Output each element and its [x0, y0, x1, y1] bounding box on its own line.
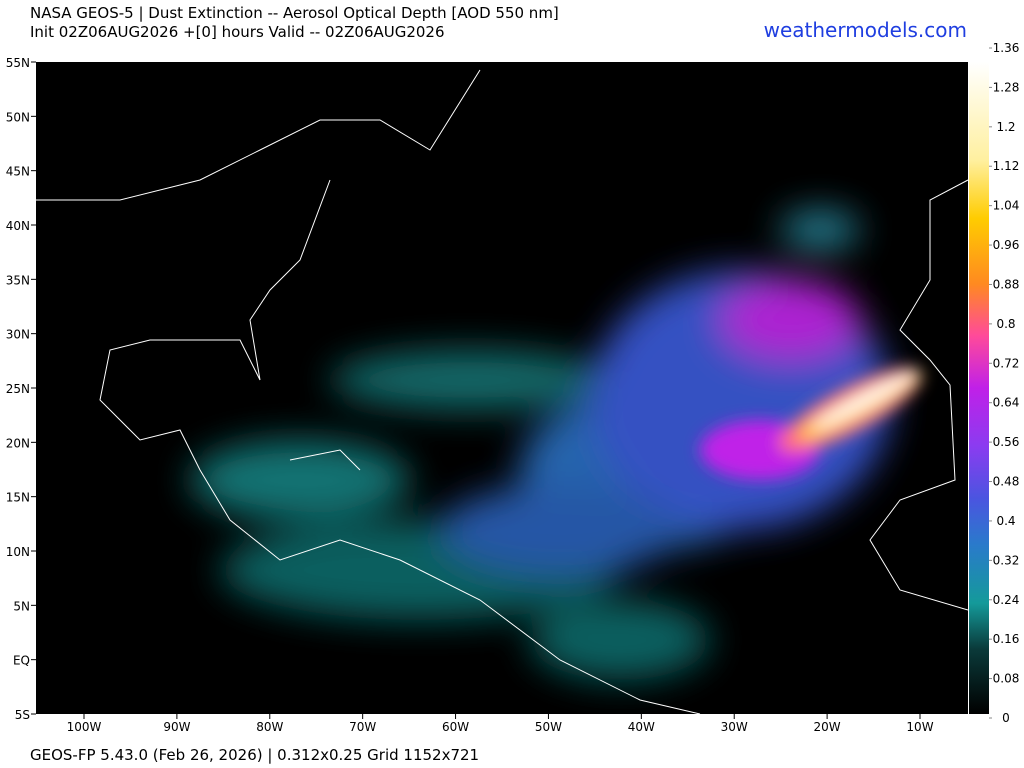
lat-label: 10N — [6, 545, 30, 559]
lat-label: 15N — [6, 491, 30, 505]
lat-label: 35N — [6, 273, 30, 287]
lon-label: 60W — [442, 720, 469, 734]
colorbar-tick-label: 0.8 — [996, 317, 1015, 331]
colorbar-tick-label: 0.16 — [993, 632, 1020, 646]
colorbar-tick-label: 1.04 — [993, 199, 1020, 213]
lon-label: 40W — [628, 720, 655, 734]
lon-label: 10W — [906, 720, 933, 734]
title-line1: NASA GEOS-5 | Dust Extinction -- Aerosol… — [30, 4, 559, 22]
lat-label: 40N — [6, 219, 30, 233]
colorbar-tick-label: 0.56 — [993, 435, 1020, 449]
lat-label: 20N — [6, 436, 30, 450]
colorbar-tick-label: 0 — [1002, 711, 1010, 725]
lat-label: 25N — [6, 382, 30, 396]
colorbar-tick-label: 0.96 — [993, 238, 1020, 252]
colorbar-tick-label: 1.36 — [993, 41, 1020, 55]
lon-label: 30W — [721, 720, 748, 734]
lat-label: 45N — [6, 165, 30, 179]
colorbar-tick-label: 0.32 — [993, 553, 1020, 567]
lat-label: 50N — [6, 110, 30, 124]
lon-label: 90W — [163, 720, 190, 734]
lat-label: 5N — [13, 599, 30, 613]
colorbar-tick-label: 1.2 — [996, 120, 1015, 134]
lat-label: 55N — [6, 56, 30, 70]
footer: GEOS-FP 5.43.0 (Feb 26, 2026) | 0.312x0.… — [30, 746, 479, 764]
lat-label: 5S — [15, 708, 30, 722]
colorbar-tick-label: 0.24 — [993, 593, 1020, 607]
lon-label: 20W — [814, 720, 841, 734]
colorbar-tick-label: 1.28 — [993, 80, 1020, 94]
colorbar-tick-label: 0.64 — [993, 396, 1020, 410]
lon-label: 80W — [256, 720, 283, 734]
colorbar-tick-label: 0.88 — [993, 277, 1020, 291]
colorbar-tick-label: 0.72 — [993, 356, 1020, 370]
lat-label: 30N — [6, 328, 30, 342]
coastlines — [36, 69, 968, 714]
colorbar-tick-label: 0.4 — [996, 514, 1015, 528]
lon-label: 50W — [535, 720, 562, 734]
title-line2: Init 02Z06AUG2026 +[0] hours Valid -- 02… — [30, 23, 445, 41]
site-name: weathermodels.com — [764, 18, 967, 42]
colorbar — [969, 62, 989, 714]
lon-label: 70W — [349, 720, 376, 734]
lat-label: EQ — [13, 654, 30, 668]
lon-label: 100W — [67, 720, 102, 734]
colorbar-tick-label: 0.48 — [993, 475, 1020, 489]
dust-field — [190, 210, 923, 680]
colorbar-tick-label: 1.12 — [993, 159, 1020, 173]
colorbar-tick-label: 0.08 — [993, 672, 1020, 686]
